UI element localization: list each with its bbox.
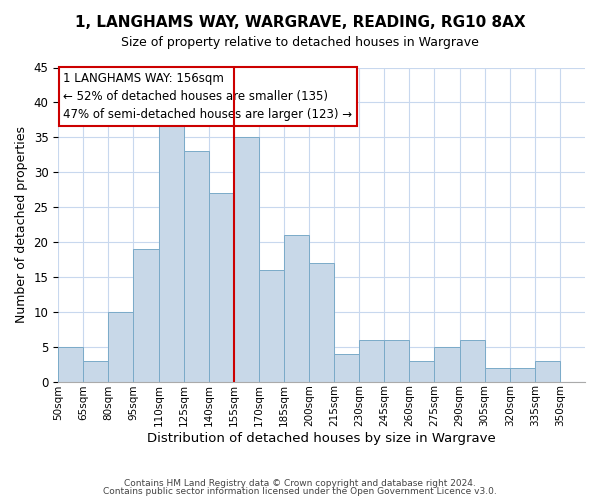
Bar <box>284 235 309 382</box>
Bar <box>58 346 83 382</box>
Text: 1 LANGHAMS WAY: 156sqm
← 52% of detached houses are smaller (135)
47% of semi-de: 1 LANGHAMS WAY: 156sqm ← 52% of detached… <box>64 72 353 121</box>
Bar <box>485 368 510 382</box>
Bar <box>184 151 209 382</box>
Bar <box>434 346 460 382</box>
Y-axis label: Number of detached properties: Number of detached properties <box>15 126 28 323</box>
Bar <box>259 270 284 382</box>
Bar <box>133 249 158 382</box>
Text: Contains HM Land Registry data © Crown copyright and database right 2024.: Contains HM Land Registry data © Crown c… <box>124 478 476 488</box>
Bar <box>510 368 535 382</box>
Bar <box>535 360 560 382</box>
Text: Contains public sector information licensed under the Open Government Licence v3: Contains public sector information licen… <box>103 487 497 496</box>
Bar <box>334 354 359 382</box>
X-axis label: Distribution of detached houses by size in Wargrave: Distribution of detached houses by size … <box>147 432 496 445</box>
Bar <box>384 340 409 382</box>
Bar <box>234 138 259 382</box>
Bar <box>109 312 133 382</box>
Text: 1, LANGHAMS WAY, WARGRAVE, READING, RG10 8AX: 1, LANGHAMS WAY, WARGRAVE, READING, RG10… <box>74 15 526 30</box>
Bar <box>309 263 334 382</box>
Text: Size of property relative to detached houses in Wargrave: Size of property relative to detached ho… <box>121 36 479 49</box>
Bar <box>409 360 434 382</box>
Bar <box>158 124 184 382</box>
Bar <box>460 340 485 382</box>
Bar <box>359 340 384 382</box>
Bar <box>209 193 234 382</box>
Bar <box>83 360 109 382</box>
